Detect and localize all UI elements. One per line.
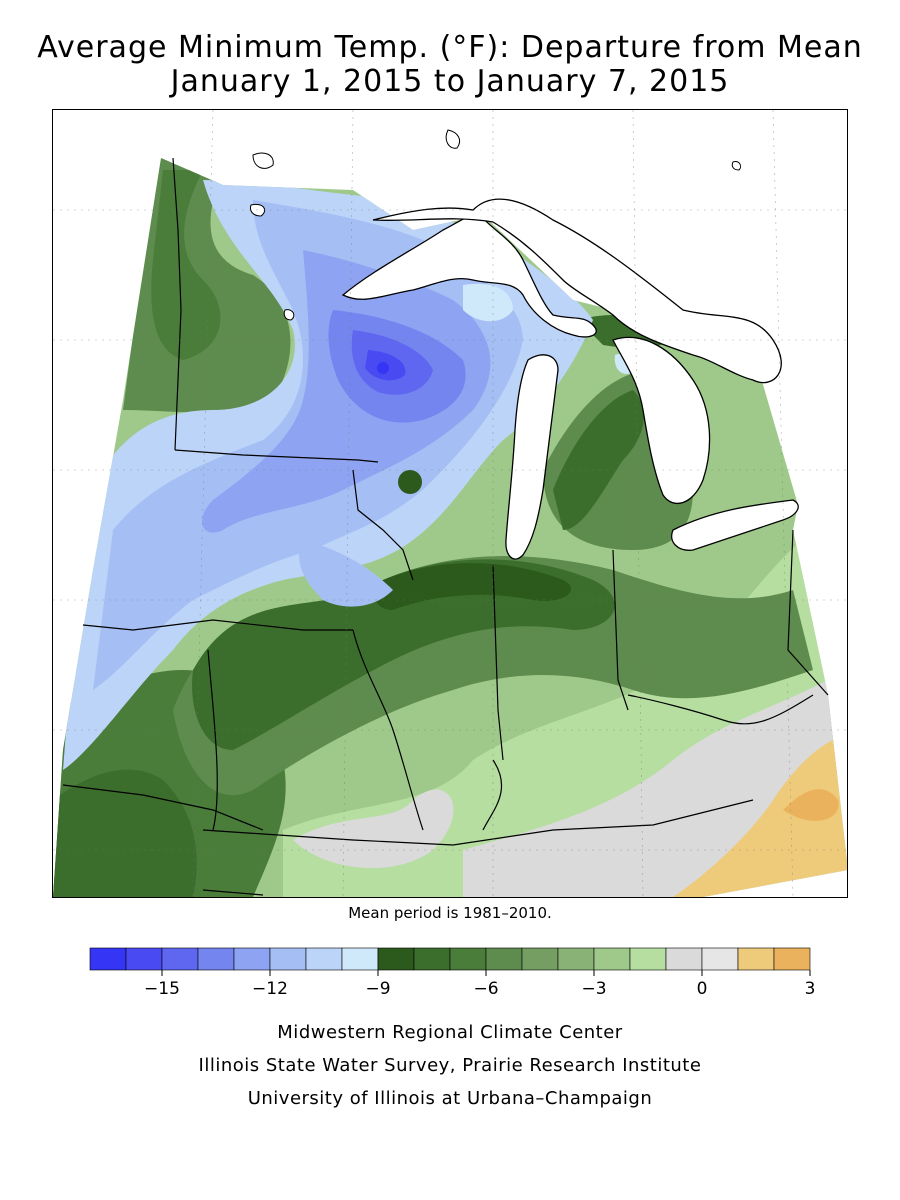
legend-swatch [233, 947, 271, 971]
map-title-line-1: Average Minimum Temp. (°F): Departure fr… [37, 30, 863, 65]
map-title-line-2: January 1, 2015 to January 7, 2015 [170, 64, 730, 99]
legend-swatch [521, 947, 559, 971]
credit-line-1: Midwestern Regional Climate Center [277, 1022, 623, 1043]
legend-tick-label: 0 [697, 979, 708, 999]
legend-swatch [557, 947, 595, 971]
legend-tick-label: 3 [805, 979, 816, 999]
legend-swatch [161, 947, 199, 971]
legend-swatch [341, 947, 379, 971]
map-canvas [53, 110, 847, 897]
legend-swatch [449, 947, 487, 971]
legend-canvas: −15 −12 −9 −6 −3 0 3 [89, 947, 815, 999]
temperature-departure-map [52, 109, 848, 898]
legend-tick-label: −9 [365, 979, 390, 999]
mean-period-note: Mean period is 1981–2010. [348, 904, 552, 922]
credit-line-2: Illinois State Water Survey, Prairie Res… [198, 1055, 702, 1076]
legend-tick-label: −12 [252, 979, 288, 999]
legend-swatch [305, 947, 343, 971]
color-scale-legend: −15 −12 −9 −6 −3 0 3 [89, 947, 815, 999]
legend-tick-label: −3 [581, 979, 606, 999]
legend-swatch [629, 947, 667, 971]
legend-swatch [269, 947, 307, 971]
legend-swatch [89, 947, 127, 971]
legend-swatch [485, 947, 523, 971]
legend-swatch [197, 947, 235, 971]
legend-swatch [773, 947, 811, 971]
credit-line-3: University of Illinois at Urbana–Champai… [247, 1088, 653, 1109]
graticule-lines [53, 110, 847, 897]
legend-swatch [413, 947, 451, 971]
state-boundaries [62, 157, 829, 896]
legend-swatch [377, 947, 415, 971]
water-and-canada-mask [341, 198, 799, 560]
legend-swatch [593, 947, 631, 971]
legend-tick-label: −6 [473, 979, 498, 999]
legend-tick-label: −15 [144, 979, 180, 999]
legend-swatch [665, 947, 703, 971]
legend-swatch [125, 947, 163, 971]
legend-swatch [701, 947, 739, 971]
legend-swatch [737, 947, 775, 971]
